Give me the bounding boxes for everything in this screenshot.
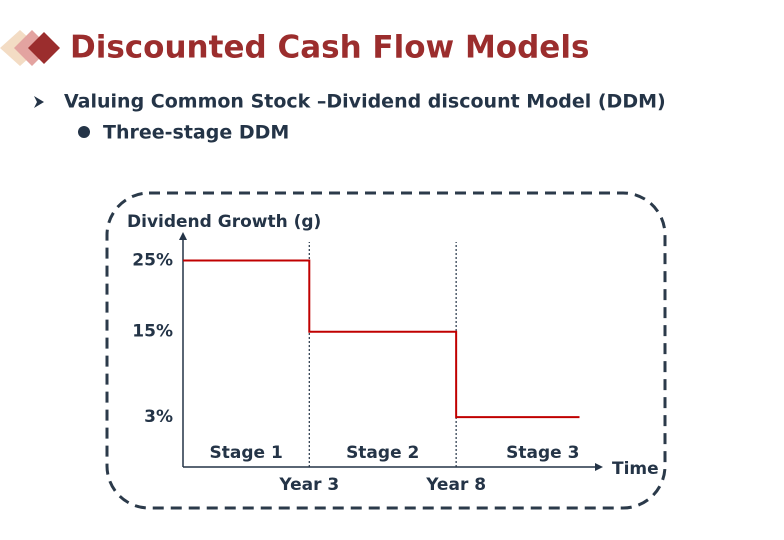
y-tick-label: 25% <box>132 250 173 270</box>
bullet: Three-stage DDM <box>103 122 289 144</box>
y-axis-arrow <box>179 232 187 240</box>
stage-label: Stage 3 <box>506 443 579 463</box>
stage-label: Stage 2 <box>346 443 419 463</box>
arrow-bullet <box>34 96 44 108</box>
y-tick-label: 15% <box>132 322 173 342</box>
title: Discounted Cash Flow Models <box>70 30 589 66</box>
bullet: Valuing Common Stock –Dividend discount … <box>64 91 666 113</box>
x-tick-label: Year 3 <box>278 475 339 495</box>
y-tick-label: 3% <box>144 407 173 427</box>
growth-line <box>183 259 580 419</box>
y-axis-label: Dividend Growth (g) <box>127 212 321 232</box>
x-axis-arrow <box>595 463 603 471</box>
x-axis-label: Time <box>612 459 659 479</box>
x-tick-label: Year 8 <box>425 475 486 495</box>
frame <box>105 191 667 510</box>
title-icon <box>0 30 60 66</box>
stage-label: Stage 1 <box>209 443 282 463</box>
dot-bullet <box>78 126 90 138</box>
